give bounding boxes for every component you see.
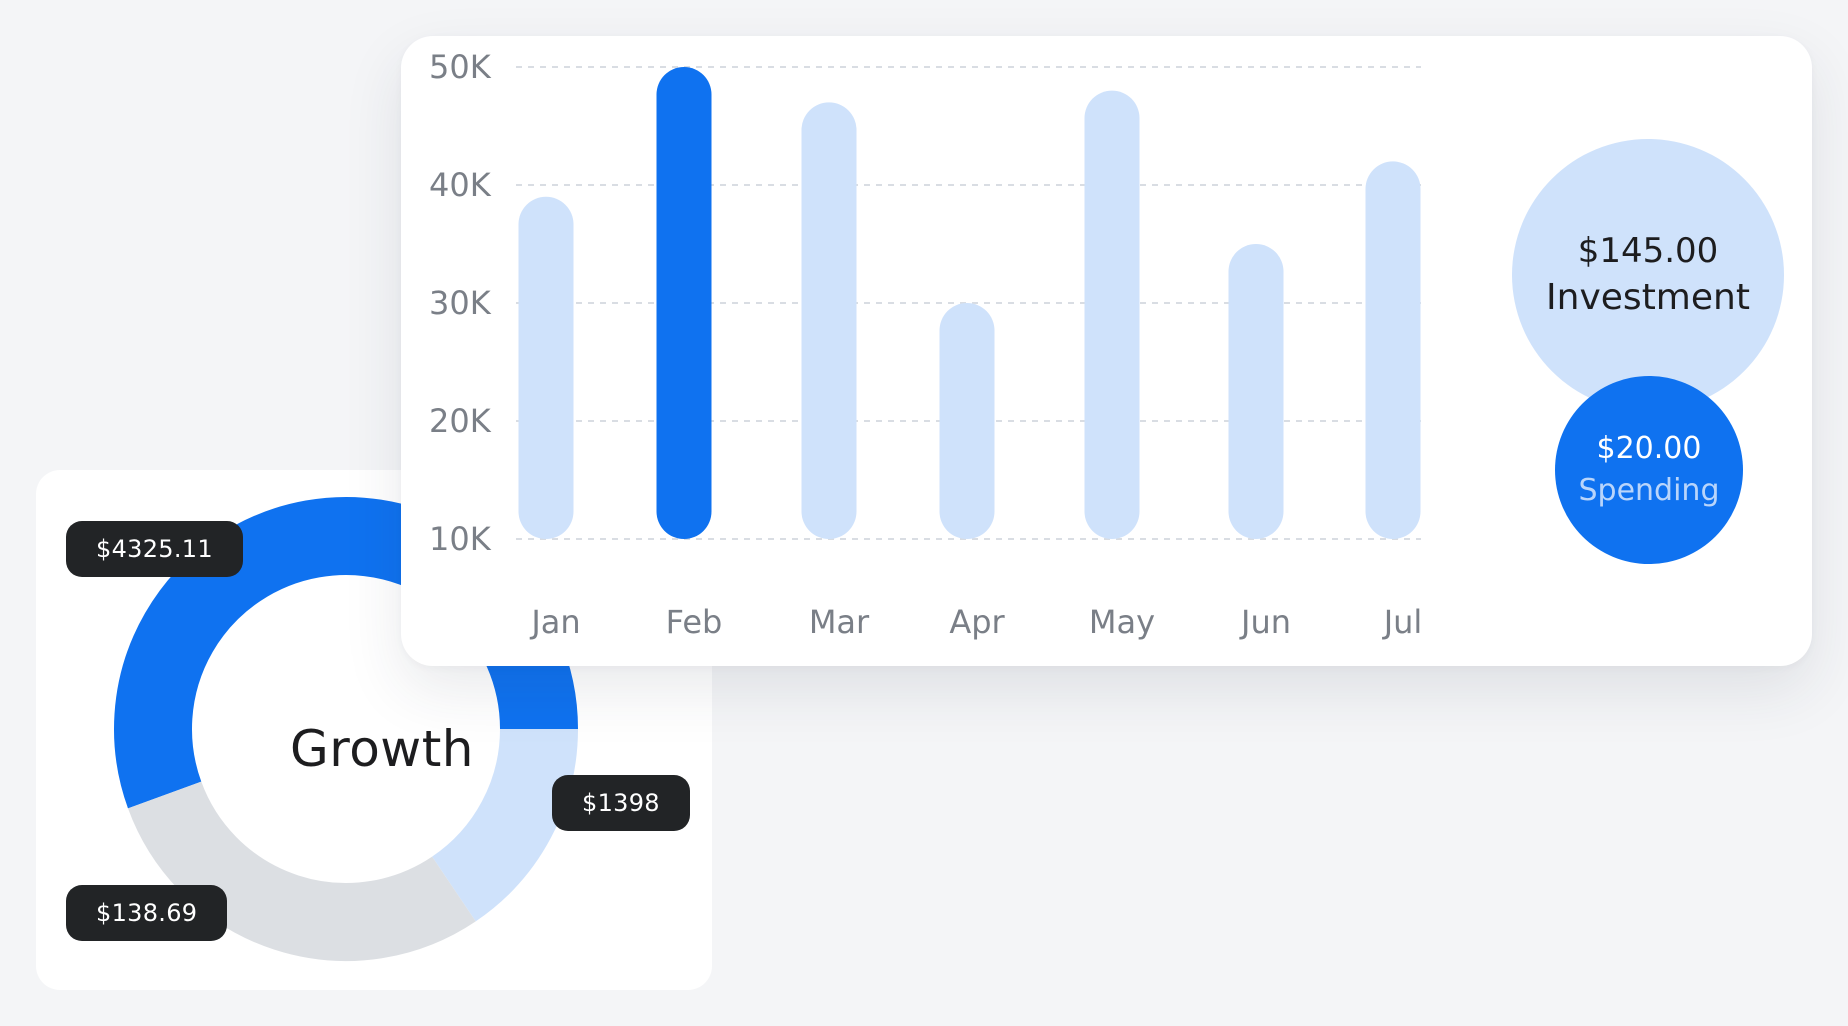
spending-bubble: $20.00 Spending [1555, 376, 1743, 564]
y-tick-label: 50K [429, 48, 492, 86]
bar-jul [1365, 161, 1421, 539]
y-tick-label: 30K [429, 284, 492, 322]
x-tick-label: Mar [809, 603, 870, 641]
monthly-bar-chart-card: 10K 20K 30K 40K 50K Jan Feb Mar Apr May Jun Jul $14… [401, 36, 1812, 666]
x-tick-label: May [1089, 603, 1155, 641]
donut-value-pill-grey: $138.69 [66, 885, 228, 941]
investment-amount: $145.00 [1577, 231, 1719, 271]
x-tick-label: Jan [529, 603, 580, 641]
bar-jan [518, 196, 574, 540]
bar-may [1084, 90, 1140, 539]
investment-label: Investment [1546, 277, 1750, 318]
y-tick-label: 10K [429, 520, 492, 558]
monthly-bar-chart: 10K 20K 30K 40K 50K Jan Feb Mar Apr May Jun Jul [429, 48, 1423, 641]
donut-slice-2 [431, 728, 578, 922]
x-tick-label: Apr [949, 603, 1005, 641]
x-tick-label: Jun [1239, 603, 1291, 641]
y-tick-label: 20K [429, 402, 492, 440]
x-tick-label: Feb [666, 603, 723, 641]
donut-center-label: Growth [290, 720, 474, 778]
bar-jun [1228, 244, 1284, 539]
spending-label: Spending [1578, 473, 1720, 508]
spending-amount: $20.00 [1596, 431, 1702, 466]
y-tick-label: 40K [429, 166, 492, 204]
bar-mar [801, 102, 857, 540]
bar-feb [656, 67, 712, 539]
donut-value-pill-light: $1398 [552, 775, 690, 831]
bar-apr [939, 303, 995, 539]
x-tick-label: Jul [1382, 603, 1423, 641]
donut-value-pill-blue: $4325.11 [66, 521, 243, 577]
investment-bubble: $145.00 Investment [1512, 139, 1784, 411]
donut-slice-3 [128, 780, 476, 961]
